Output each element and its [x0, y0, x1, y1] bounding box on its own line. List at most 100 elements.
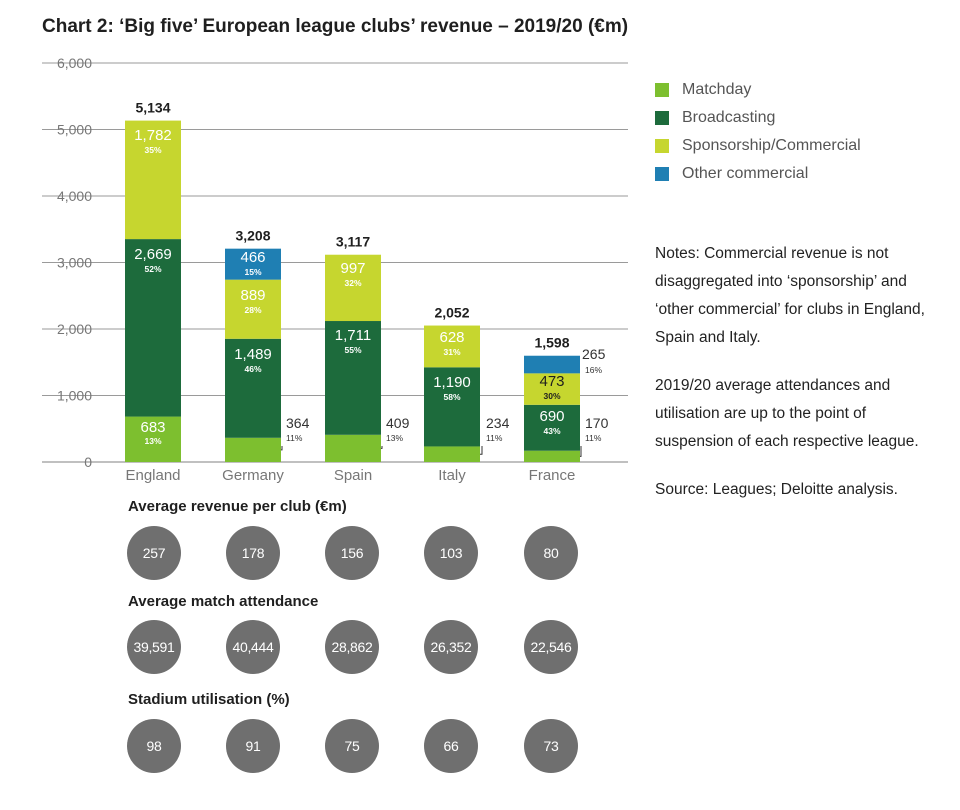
data-label-matchday: 409 — [386, 415, 410, 431]
y-tick-label: 3,000 — [57, 255, 92, 271]
y-tick-label: 6,000 — [57, 55, 92, 71]
data-label-matchday: 364 — [286, 415, 310, 431]
pct-label-broadcasting: 43% — [543, 426, 560, 436]
chart-title: Chart 2: ‘Big five’ European league club… — [42, 16, 629, 37]
total-label: 2,052 — [434, 305, 469, 321]
data-label-broadcasting: 2,669 — [134, 246, 172, 263]
data-label-broadcasting: 690 — [539, 408, 564, 425]
bar-segment-matchday — [524, 450, 580, 462]
data-label-broadcasting: 1,711 — [335, 327, 371, 344]
avg-revenue-france: 80 — [524, 526, 578, 580]
utilisation-title: Stadium utilisation (%) — [128, 691, 290, 708]
data-label-broadcasting: 1,489 — [234, 346, 272, 363]
pct-label-matchday: 13% — [386, 433, 403, 443]
pct-label-sponsorship: 31% — [443, 347, 460, 357]
bar-segment-matchday — [325, 434, 381, 462]
total-label: 5,134 — [135, 100, 170, 116]
data-label-sponsorship: 1,782 — [134, 127, 172, 144]
note-commercial: Notes: Commercial revenue is not disaggr… — [655, 245, 925, 346]
x-tick-label: Spain — [334, 467, 372, 484]
utilisation-spain: 75 — [325, 719, 379, 773]
notes-panel: Notes: Commercial revenue is not disaggr… — [655, 240, 945, 524]
legend-swatch-matchday — [655, 83, 669, 97]
x-tick-label: Italy — [438, 467, 466, 484]
note-source: Source: Leagues; Deloitte analysis. — [655, 481, 898, 498]
data-label-sponsorship: 628 — [439, 329, 464, 346]
pct-label-matchday: 11% — [286, 433, 303, 443]
data-label-broadcasting: 1,190 — [433, 374, 471, 391]
legend-item-matchday: Matchday — [655, 76, 861, 104]
legend-swatch-broadcasting — [655, 111, 669, 125]
note-attendance: 2019/20 average attendances and utilisat… — [655, 377, 919, 450]
bar-segment-matchday — [125, 416, 181, 462]
pct-label-sponsorship: 35% — [144, 145, 161, 155]
pct-label-sponsorship: 28% — [244, 305, 261, 315]
bar-segment-other_commercial — [524, 355, 580, 374]
data-label-sponsorship: 473 — [539, 373, 564, 390]
data-label-other_commercial: 265 — [582, 346, 606, 362]
legend-item-other-commercial: Other commercial — [655, 160, 861, 188]
pct-label-broadcasting: 58% — [443, 392, 460, 402]
x-tick-label: England — [125, 467, 180, 484]
stacked-bar-chart: 0 1,000 2,000 3,000 4,000 5,000 6,000 England 5,… — [42, 55, 628, 484]
avg-attendance-italy: 26,352 — [424, 620, 478, 674]
bar-segment-broadcasting — [125, 239, 181, 417]
y-tick-label: 1,000 — [57, 388, 92, 404]
legend: Matchday Broadcasting Sponsorship/Commer… — [655, 76, 861, 188]
total-label: 1,598 — [534, 335, 569, 351]
pct-label-other_commercial: 16% — [585, 365, 602, 375]
pct-label-sponsorship: 32% — [344, 278, 361, 288]
legend-label-broadcasting: Broadcasting — [682, 109, 776, 126]
avg-revenue-italy: 103 — [424, 526, 478, 580]
legend-label-other-commercial: Other commercial — [682, 165, 809, 182]
leader-line-france-matchday — [580, 446, 582, 457]
bar-segment-broadcasting — [225, 338, 281, 438]
total-label: 3,117 — [336, 234, 370, 250]
avg-attendance-germany: 40,444 — [226, 620, 280, 674]
pct-label-broadcasting: 52% — [144, 264, 161, 274]
y-tick-label: 4,000 — [57, 188, 92, 204]
leader-line-germany-matchday — [281, 446, 283, 451]
total-label: 3,208 — [235, 228, 270, 244]
bar-segment-matchday — [424, 446, 480, 462]
y-tick-label: 2,000 — [57, 321, 92, 337]
pct-label-matchday: 13% — [144, 436, 161, 446]
utilisation-germany: 91 — [226, 719, 280, 773]
legend-swatch-sponsorship — [655, 139, 669, 153]
utilisation-italy: 66 — [424, 719, 478, 773]
avg-attendance-england: 39,591 — [127, 620, 181, 674]
bar-segment-sponsorship — [125, 120, 181, 240]
data-label-matchday: 170 — [585, 415, 609, 431]
legend-item-broadcasting: Broadcasting — [655, 104, 861, 132]
bar-segment-broadcasting — [325, 321, 381, 435]
pct-label-matchday: 11% — [486, 433, 503, 443]
pct-label-sponsorship: 30% — [543, 391, 560, 401]
bar-segment-matchday — [225, 437, 281, 462]
data-label-other_commercial: 466 — [240, 249, 265, 266]
bar-segment-sponsorship — [524, 373, 580, 405]
x-tick-label: France — [529, 467, 576, 484]
data-label-sponsorship: 889 — [240, 287, 265, 304]
leader-line-italy-matchday — [480, 446, 483, 455]
data-label-sponsorship: 997 — [340, 260, 365, 277]
y-tick-label: 0 — [84, 454, 92, 470]
legend-swatch-other-commercial — [655, 167, 669, 181]
legend-item-sponsorship: Sponsorship/Commercial — [655, 132, 861, 160]
avg-revenue-england: 257 — [127, 526, 181, 580]
bar-segment-broadcasting — [424, 367, 480, 447]
bar-segment-other_commercial — [225, 248, 281, 280]
bar-segment-sponsorship — [424, 325, 480, 368]
avg-attendance-spain: 28,862 — [325, 620, 379, 674]
y-tick-label: 5,000 — [57, 122, 92, 138]
pct-label-broadcasting: 55% — [344, 345, 361, 355]
avg-revenue-title: Average revenue per club (€m) — [128, 498, 347, 515]
pct-label-other_commercial: 15% — [244, 267, 261, 277]
utilisation-france: 73 — [524, 719, 578, 773]
pct-label-matchday: 11% — [585, 433, 602, 443]
bar-segment-sponsorship — [225, 279, 281, 339]
x-tick-label: Germany — [222, 467, 284, 484]
avg-revenue-spain: 156 — [325, 526, 379, 580]
data-label-matchday: 234 — [486, 415, 510, 431]
avg-attendance-title: Average match attendance — [128, 593, 319, 610]
bar-segment-sponsorship — [325, 254, 381, 322]
